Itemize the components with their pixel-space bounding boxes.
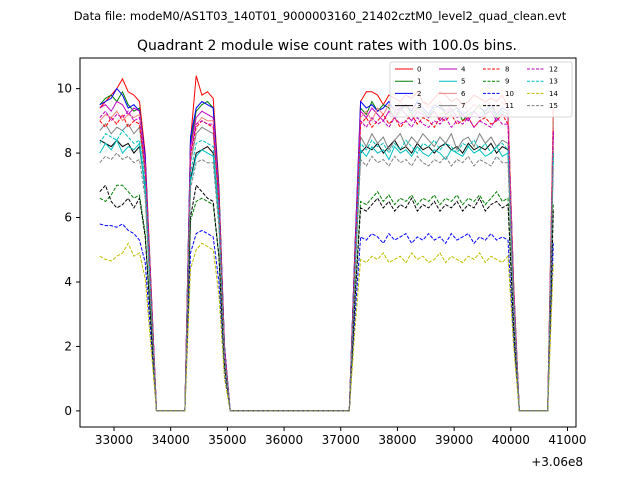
legend-label-12: 12	[549, 66, 558, 74]
suptitle: Data file: modeM0/AS1T03_140T01_90000031…	[74, 9, 567, 23]
legend-label-13: 13	[549, 78, 558, 86]
legend-label-8: 8	[505, 66, 509, 74]
legend-label-14: 14	[549, 90, 558, 98]
x-offset-label: +3.06e8	[531, 455, 583, 469]
legend-label-7: 7	[461, 102, 465, 110]
x-tick-label: 39000	[435, 433, 473, 447]
x-tick-label: 36000	[265, 433, 303, 447]
y-tick-label: 4	[64, 275, 72, 289]
series-line-15	[99, 152, 554, 412]
legend-label-6: 6	[461, 90, 466, 98]
x-tick-label: 34000	[152, 433, 190, 447]
legend-label-15: 15	[549, 102, 558, 110]
y-tick-label: 2	[64, 339, 72, 353]
legend-label-3: 3	[417, 102, 421, 110]
x-tick-label: 37000	[322, 433, 360, 447]
x-tick-label: 33000	[95, 433, 133, 447]
legend-label-10: 10	[505, 90, 514, 98]
y-tick-label: 8	[64, 146, 72, 160]
chart-title: Quadrant 2 module wise count rates with …	[137, 38, 517, 54]
legend-label-5: 5	[461, 78, 465, 86]
x-tick-label: 40000	[492, 433, 530, 447]
y-tick-label: 6	[64, 211, 72, 225]
plot-frame	[79, 57, 577, 428]
legend-box	[389, 61, 573, 118]
axes: 33000 34000 35000 36000 37000 38000 39000 40000…	[57, 57, 587, 447]
legend-label-0: 0	[417, 66, 421, 74]
legend-label-2: 2	[417, 90, 421, 98]
x-tick-label: 38000	[378, 433, 416, 447]
legend-label-9: 9	[505, 78, 509, 86]
y-tick-label: 0	[64, 404, 72, 418]
legend-label-4: 4	[461, 66, 466, 74]
x-tick-label: 35000	[208, 433, 246, 447]
legend-label-1: 1	[417, 78, 421, 86]
x-tick-label: 41000	[548, 433, 586, 447]
legend-label-11: 11	[505, 102, 514, 110]
y-tick-label: 10	[57, 82, 72, 96]
